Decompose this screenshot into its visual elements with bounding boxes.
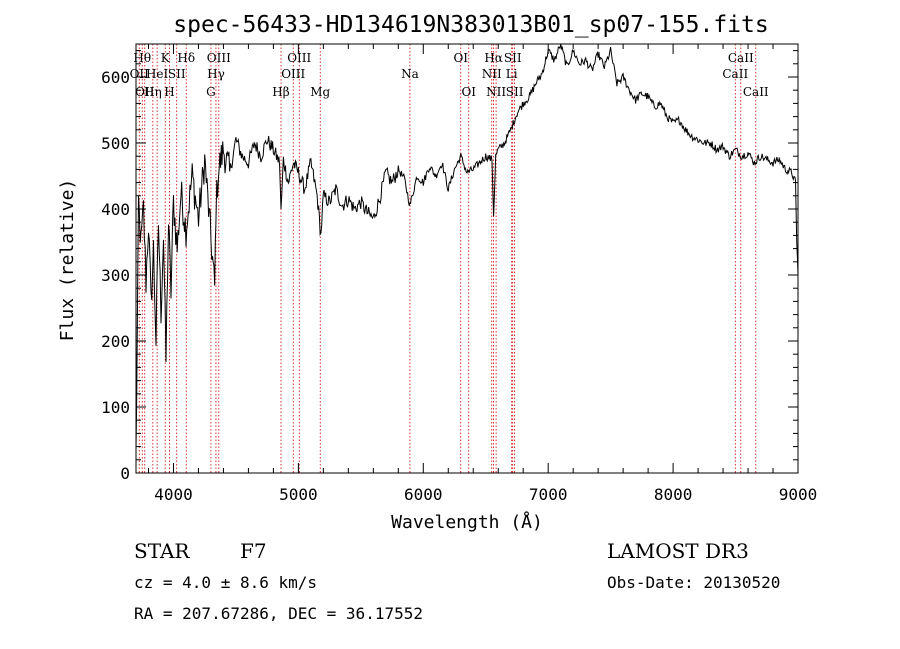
spectral-line-markers xyxy=(138,44,757,473)
line-label-19: NII xyxy=(482,67,502,81)
object-subclass: F7 xyxy=(240,539,267,563)
line-label-6: H xyxy=(164,85,174,99)
line-label-4: HeI xyxy=(146,67,169,81)
x-tick-label-5: 9000 xyxy=(779,485,818,504)
line-label-1: Hθ xyxy=(133,51,151,65)
line-label-22: Li xyxy=(506,67,518,81)
line-label-8: Hδ xyxy=(177,51,195,65)
x-axis-label: Wavelength (Å) xyxy=(391,511,543,533)
line-label-15: Mg xyxy=(310,85,330,99)
observation-date: Obs-Date: 20130520 xyxy=(607,573,780,592)
line-label-21: NII xyxy=(486,85,506,99)
line-label-26: CaII xyxy=(728,51,754,65)
line-label-20: Hα xyxy=(484,51,503,65)
line-label-3: Hη xyxy=(144,85,162,99)
object-class: STAR xyxy=(134,539,190,563)
line-label-10: Hγ xyxy=(207,67,225,81)
x-tick-label-4: 8000 xyxy=(654,485,693,504)
line-label-9: G xyxy=(206,85,216,99)
line-label-2: OII xyxy=(135,85,155,99)
line-label-17: OI xyxy=(453,51,468,65)
spectrum-line xyxy=(135,43,799,448)
plot-frame xyxy=(135,43,799,474)
line-label-16: Na xyxy=(401,67,419,81)
x-axis-ticks: 4000 5000 6000 7000 8000 9000 xyxy=(147,44,818,504)
line-label-27: CaII xyxy=(743,85,769,99)
survey-name: LAMOST DR3 xyxy=(607,539,749,563)
y-tick-label-2: 200 xyxy=(101,332,130,351)
y-tick-label-4: 400 xyxy=(101,200,130,219)
line-label-18: OI xyxy=(461,85,476,99)
coordinates-info: RA = 207.67286, DEC = 36.17552 xyxy=(134,604,423,623)
line-label-24: SII xyxy=(506,85,524,99)
y-tick-label-3: 300 xyxy=(101,266,130,285)
line-label-7: SII xyxy=(168,67,186,81)
line-label-12: Hβ xyxy=(272,85,289,99)
line-label-25: CaII xyxy=(722,67,748,81)
x-tick-label-0: 4000 xyxy=(154,485,193,504)
line-label-5: K xyxy=(161,51,171,65)
x-tick-label-1: 5000 xyxy=(279,485,318,504)
x-tick-label-3: 7000 xyxy=(529,485,568,504)
y-tick-label-0: 0 xyxy=(120,464,130,483)
redshift-info: cz = 4.0 ± 8.6 km/s xyxy=(134,573,317,592)
line-label-13: OIII xyxy=(281,67,305,81)
y-axis-label: Flux (relative) xyxy=(57,179,78,342)
y-tick-label-6: 600 xyxy=(101,68,130,87)
spectrum-series xyxy=(135,43,799,448)
x-tick-label-2: 6000 xyxy=(404,485,443,504)
y-tick-label-1: 100 xyxy=(101,398,130,417)
y-axis-ticks: 0 100 200 300 400 500 600 xyxy=(101,50,798,483)
y-tick-label-5: 500 xyxy=(101,134,130,153)
line-label-23: SII xyxy=(504,51,522,65)
line-label-14: OIII xyxy=(287,51,311,65)
spectral-line-labels: OIIHθOIIHηHeIKHSIIHδGHγOIIIHβOIIIOIIIMgN… xyxy=(130,51,769,99)
line-label-11: OIII xyxy=(207,51,231,65)
chart-title: spec-56433-HD134619N383013B01_sp07-155.f… xyxy=(173,12,768,38)
